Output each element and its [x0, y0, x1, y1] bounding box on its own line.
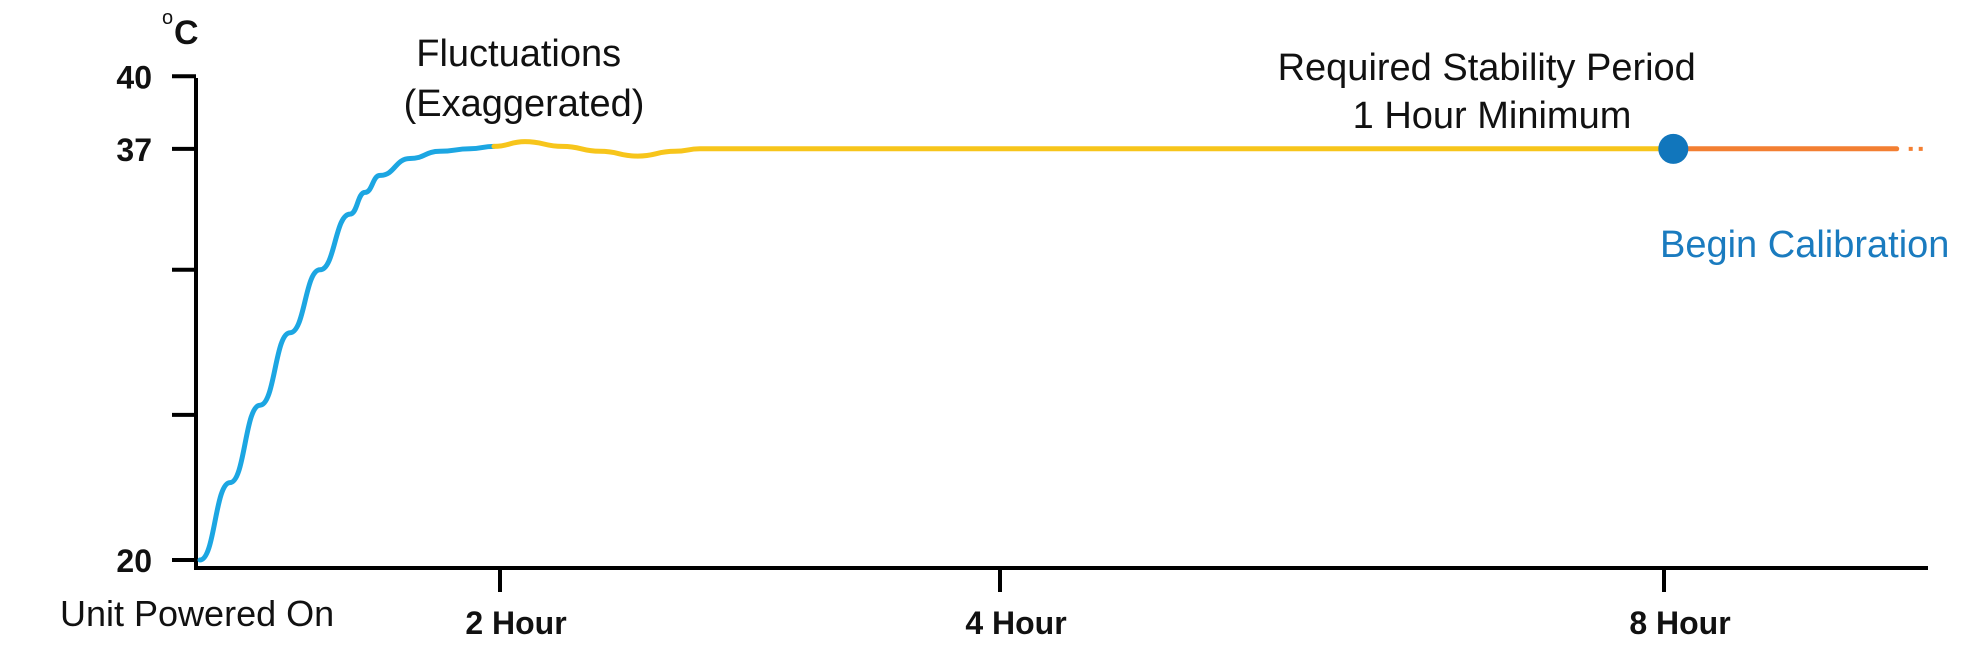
markers	[1658, 133, 1689, 164]
series-line-1	[197, 143, 497, 563]
series-line-2	[491, 139, 1676, 159]
y-tick-label: 37	[116, 132, 152, 168]
begin-calibration-marker	[1658, 133, 1689, 164]
x-origin-label: Unit Powered On	[60, 593, 334, 634]
x-tick-label: 2 Hour	[465, 605, 566, 641]
y-unit-degree: o	[162, 7, 173, 29]
x-tick-label: 8 Hour	[1629, 605, 1730, 641]
fluctuations-line-1: Fluctuations	[416, 33, 621, 75]
y-unit-label: C	[174, 14, 199, 52]
y-axis-ticks: 20 37 40	[116, 59, 196, 579]
y-tick-label: 40	[116, 59, 152, 95]
fluctuations-annotation: Fluctuations (Exaggerated)	[404, 33, 645, 125]
stability-annotation: Required Stability Period 1 Hour Minimum	[1278, 47, 1707, 137]
fluctuations-line-2: (Exaggerated)	[404, 83, 645, 125]
series-lines	[197, 139, 1927, 563]
stability-line-1: Required Stability Period	[1278, 47, 1696, 89]
stability-line-2: 1 Hour Minimum	[1353, 95, 1632, 137]
x-axis-ticks: 2 Hour 4 Hour 8 Hour	[465, 568, 1731, 641]
y-tick-label: 20	[116, 543, 152, 579]
begin-calibration-label: Begin Calibration	[1660, 224, 1949, 266]
x-tick-label: 4 Hour	[965, 605, 1066, 641]
